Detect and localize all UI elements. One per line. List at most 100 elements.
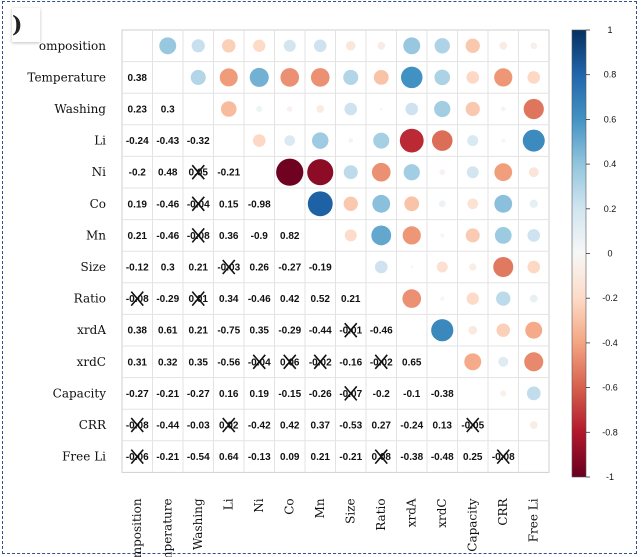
correlation-circle — [405, 102, 419, 116]
correlation-circle — [312, 132, 329, 149]
colorbar-tick-label: 0.2 — [604, 204, 617, 214]
row-label: Free Li — [62, 450, 106, 464]
column-label: Ratio — [374, 498, 388, 530]
correlation-circle — [524, 352, 544, 372]
correlation-label: 0.21 — [128, 231, 148, 242]
column-label: Li — [222, 498, 236, 510]
correlation-circle — [159, 37, 177, 55]
correlation-circle — [494, 68, 513, 87]
row-label: Co — [90, 197, 106, 211]
correlation-label: -0.38 — [400, 452, 423, 463]
correlation-circle — [496, 291, 511, 306]
correlation-circle — [494, 194, 513, 213]
correlation-label: -0.19 — [309, 263, 332, 274]
correlation-circle — [467, 198, 479, 210]
correlation-circle — [373, 132, 390, 149]
correlation-circle — [403, 164, 420, 181]
insignificant-cross-mark — [191, 164, 205, 180]
correlation-label: 0.27 — [372, 421, 392, 432]
insignificant-cross-mark — [466, 417, 480, 433]
insignificant-cross-mark — [313, 354, 327, 370]
correlation-label: 0.3 — [161, 263, 175, 274]
row-label: CRR — [79, 418, 107, 432]
correlation-circle — [256, 105, 263, 113]
correlation-label: -0.26 — [309, 389, 332, 400]
column-label: Temperature — [161, 498, 175, 557]
correlation-label: -0.43 — [156, 136, 179, 147]
correlation-label: 0.15 — [219, 199, 239, 210]
correlation-label: 0.21 — [341, 294, 361, 305]
correlation-circle — [500, 106, 506, 112]
correlation-label: 0.19 — [250, 389, 270, 400]
correlation-circle — [527, 260, 541, 274]
correlation-label: -0.46 — [370, 326, 393, 337]
correlation-circle — [374, 260, 388, 274]
colorbar-tick-label: -0.6 — [602, 383, 618, 393]
correlation-label: -0.03 — [187, 421, 210, 432]
insignificant-cross-mark — [374, 449, 388, 465]
correlation-label: 0.13 — [433, 421, 453, 432]
correlation-circle — [373, 69, 389, 85]
correlation-label: 0.25 — [463, 452, 483, 463]
correlation-label: 0.64 — [219, 452, 239, 463]
correlation-circle — [379, 107, 383, 111]
correlation-label: -0.44 — [309, 326, 332, 337]
panel-label: ) — [12, 8, 40, 42]
correlation-circle — [377, 41, 386, 50]
insignificant-cross-mark — [130, 291, 144, 307]
correlation-circle — [307, 159, 334, 186]
correlation-circle — [404, 196, 420, 212]
correlation-circle — [493, 256, 514, 278]
correlation-circle — [529, 421, 538, 429]
correlation-label: -0.38 — [431, 389, 454, 400]
correlation-label: -0.2 — [373, 389, 391, 400]
correlation-circle — [410, 265, 414, 269]
column-label: Free Li — [527, 498, 541, 542]
column-labels: Composition Temperature Washing Li Ni Co Mn Siz… — [130, 497, 541, 557]
correlation-circle — [501, 138, 506, 143]
column-label: Mn — [313, 498, 327, 518]
correlation-circle — [494, 227, 512, 244]
correlation-circle — [431, 130, 453, 151]
correlation-circle — [494, 163, 513, 182]
colorbar-tick-label: 1 — [607, 25, 612, 35]
correlation-label: -0.24 — [400, 421, 423, 432]
column-label: CRR — [496, 497, 510, 525]
correlation-circle — [530, 42, 538, 50]
correlation-circle — [252, 134, 266, 147]
correlation-circle — [403, 37, 421, 55]
row-label: Temperature — [27, 70, 106, 84]
correlation-label: -0.21 — [339, 452, 362, 463]
correlation-label: -0.56 — [217, 357, 240, 368]
correlation-circle — [466, 292, 479, 305]
column-label: Washing — [191, 498, 205, 550]
correlation-circle — [313, 39, 327, 53]
correlation-label: -0.75 — [217, 326, 240, 337]
colorbar-tick-label: 0.6 — [604, 114, 617, 124]
correlation-circle — [222, 39, 236, 53]
correlation-circle — [371, 225, 392, 246]
correlation-label: 0.16 — [219, 389, 239, 400]
correlation-circle — [500, 390, 507, 397]
correlation-circle — [253, 39, 266, 52]
correlation-label: 0.34 — [219, 294, 239, 305]
correlation-circle — [316, 105, 325, 113]
correlation-label: -0.16 — [339, 357, 362, 368]
correlation-label: -0.21 — [156, 452, 179, 463]
correlation-label: -0.27 — [278, 263, 301, 274]
correlation-circle — [287, 106, 293, 112]
column-label: Size — [344, 498, 358, 523]
correlation-circle — [439, 169, 445, 175]
correlation-circle — [402, 289, 422, 308]
correlation-label: 0.31 — [128, 357, 148, 368]
colorbar-tick-label: -1 — [606, 472, 614, 482]
correlation-circle — [372, 194, 391, 213]
correlation-label: -0.98 — [248, 199, 271, 210]
correlation-label: 0.35 — [250, 326, 270, 337]
colorbar-tick-label: 0 — [607, 249, 612, 259]
correlation-label: 0.42 — [280, 421, 300, 432]
colorbar-gradient — [571, 29, 587, 478]
correlation-label: -0.53 — [339, 421, 362, 432]
row-label: xrdA — [77, 323, 106, 337]
correlation-circle — [434, 100, 451, 118]
